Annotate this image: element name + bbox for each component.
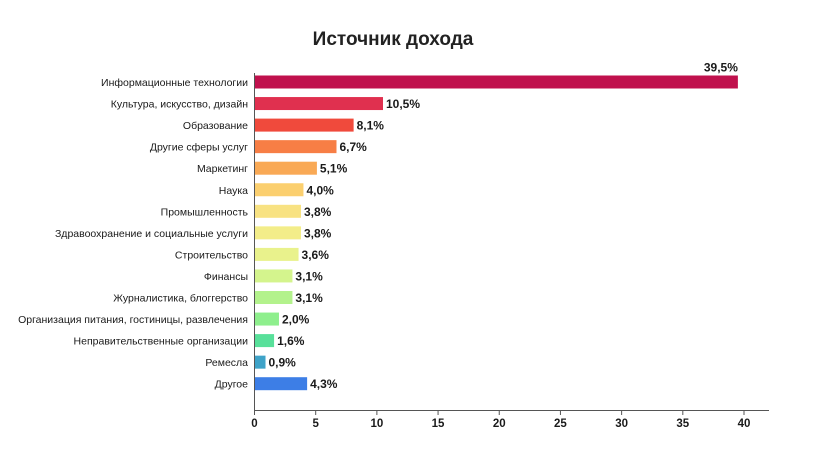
bar <box>254 140 337 154</box>
x-tick-label: 25 <box>554 418 567 430</box>
category-label: Промышленность <box>161 206 249 218</box>
category-label: Другие сферы услуг <box>150 142 248 154</box>
bar <box>254 269 293 283</box>
value-labels: 39,5% 10,5%8,1% 6,7% 5,1% 4,0% 3,8% 3,8% 3,6% 3,… <box>269 61 739 392</box>
chart-title: Источник дохода <box>313 29 474 50</box>
value-label: 1,6% <box>277 334 305 348</box>
x-tick-label: 5 <box>312 418 319 430</box>
category-label: Журналистика, блоггерство <box>113 293 248 305</box>
value-label: 8,1% <box>357 119 385 133</box>
value-label: 2,0% <box>282 313 310 327</box>
x-tick-label: 20 <box>493 418 506 430</box>
category-label: Финансы <box>204 271 248 283</box>
category-label: Культура, искусство, дизайн <box>111 99 248 111</box>
bar <box>254 334 275 348</box>
bar <box>254 355 266 369</box>
bar <box>254 204 302 218</box>
value-label: 39,5% <box>704 61 738 75</box>
category-labels: Информационные технологии Культура, искус… <box>18 77 248 391</box>
bar <box>254 183 304 197</box>
category-label: Другое <box>215 379 249 391</box>
category-label: Строительство <box>175 249 248 261</box>
x-tick-label: 30 <box>615 418 628 430</box>
category-label: Наука <box>219 185 248 197</box>
value-label: 3,1% <box>295 269 323 283</box>
x-tick-label: 40 <box>738 418 751 430</box>
bar <box>254 75 738 89</box>
value-label: 10,5% <box>386 97 420 111</box>
value-label: 0,9% <box>269 356 297 370</box>
category-label: Образование <box>183 120 248 132</box>
bar <box>254 226 302 240</box>
bar <box>254 118 354 132</box>
category-label: Маркетинг <box>197 163 248 175</box>
category-label: Организация питания, гостиницы, развлече… <box>18 314 248 326</box>
category-label: Ремесла <box>205 357 248 369</box>
value-label: 3,8% <box>304 205 332 219</box>
bar <box>254 291 293 304</box>
x-tick-label: 10 <box>370 418 383 430</box>
category-label: Неправительственные организации <box>74 336 249 348</box>
value-label: 3,1% <box>295 291 323 305</box>
bar <box>254 377 308 391</box>
value-label: 3,6% <box>302 248 330 262</box>
x-axis-ticks: 0 5 10 15 20 25 30 35 40 <box>251 410 750 430</box>
bar <box>254 97 383 111</box>
x-tick-label: 0 <box>251 418 257 430</box>
x-tick-label: 35 <box>676 418 689 430</box>
bar <box>254 312 279 326</box>
value-label: 6,7% <box>339 140 367 154</box>
value-label: 4,0% <box>306 183 334 197</box>
bars-group <box>254 75 738 391</box>
category-label: Здравоохранение и социальные услуги <box>55 228 248 240</box>
value-label: 4,3% <box>310 377 338 391</box>
value-label: 5,1% <box>320 162 348 176</box>
value-label: 3,8% <box>304 226 332 240</box>
bar <box>254 247 299 261</box>
bar <box>254 161 317 175</box>
category-label: Информационные технологии <box>101 77 248 89</box>
x-tick-label: 15 <box>432 418 445 430</box>
